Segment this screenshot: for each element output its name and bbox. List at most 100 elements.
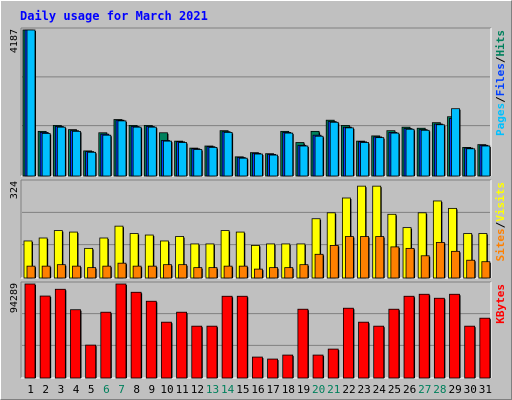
bar-pages-day-14 bbox=[223, 132, 234, 177]
bar-pages-day-2 bbox=[41, 133, 52, 177]
x-tick-label-day-19: 19 bbox=[297, 383, 310, 396]
y-max-label-kbytes: 94289 bbox=[9, 283, 20, 313]
bar-sites-day-23 bbox=[360, 236, 370, 279]
bar-sites-day-4 bbox=[72, 265, 82, 279]
x-tick-label-day-13: 13 bbox=[206, 383, 219, 396]
bar-sites-day-7 bbox=[117, 262, 127, 279]
bar-kbytes-day-29 bbox=[449, 293, 461, 379]
bar-pages-day-1 bbox=[26, 29, 36, 177]
x-tick-label-day-30: 30 bbox=[464, 383, 477, 396]
bar-kbytes-day-2-fill bbox=[39, 295, 51, 379]
bar-kbytes-day-21 bbox=[327, 348, 340, 379]
bar-pages-day-14-fill bbox=[223, 132, 233, 177]
bar-sites-day-15 bbox=[238, 265, 249, 279]
bar-sites-day-19-fill bbox=[299, 264, 309, 279]
bar-sites-day-19 bbox=[299, 264, 309, 279]
bar-kbytes-day-19-fill bbox=[297, 308, 309, 379]
bar-sites-day-9 bbox=[147, 265, 158, 279]
bar-kbytes-day-11 bbox=[176, 311, 188, 379]
bar-sites-day-20-fill bbox=[314, 253, 324, 279]
bar-pages-day-11 bbox=[178, 142, 188, 177]
bar-pages-day-19-fill bbox=[299, 145, 309, 177]
legend-hits-files-pages-hits: Hits bbox=[494, 30, 507, 57]
bar-pages-day-23-fill bbox=[360, 142, 369, 177]
x-tick-label-day-31: 31 bbox=[479, 383, 492, 396]
bar-kbytes-day-29-fill bbox=[449, 293, 460, 379]
bar-sites-day-3-fill bbox=[56, 264, 66, 279]
bar-kbytes-day-18-fill bbox=[282, 354, 294, 379]
bar-pages-day-21-fill bbox=[329, 121, 339, 177]
legend-kbytes: KBytes bbox=[494, 284, 507, 324]
bar-pages-day-8 bbox=[132, 126, 143, 177]
y-max-label-visits: 324 bbox=[9, 181, 20, 199]
bar-sites-day-16-fill bbox=[254, 268, 263, 279]
legend-hits-files-pages-separator: / bbox=[494, 56, 507, 63]
bar-pages-day-21 bbox=[329, 121, 340, 177]
bar-sites-day-23-fill bbox=[360, 236, 369, 279]
legend-hits-files-pages: Pages/Files/Hits bbox=[494, 30, 507, 136]
bar-sites-day-6-fill bbox=[102, 265, 112, 279]
x-tick-label-day-14: 14 bbox=[221, 383, 235, 396]
bar-kbytes-day-13-fill bbox=[206, 325, 218, 379]
bar-kbytes-day-22 bbox=[342, 307, 355, 379]
bar-pages-day-1-fill bbox=[26, 29, 36, 177]
x-tick-label-day-7: 7 bbox=[118, 383, 125, 396]
bar-kbytes-day-3-fill bbox=[54, 288, 66, 379]
legend-visits-sites-separator: / bbox=[494, 221, 507, 228]
x-tick-label-day-22: 22 bbox=[342, 383, 355, 396]
bar-sites-day-27 bbox=[420, 255, 431, 279]
bar-kbytes-day-25 bbox=[388, 308, 400, 379]
bar-sites-day-3 bbox=[56, 264, 67, 279]
bar-kbytes-day-31 bbox=[479, 317, 491, 379]
bar-kbytes-day-9-fill bbox=[145, 300, 157, 379]
bar-kbytes-day-27-fill bbox=[418, 293, 430, 379]
bar-kbytes-day-7-fill bbox=[115, 283, 127, 379]
bar-kbytes-day-4 bbox=[70, 309, 82, 379]
bar-kbytes-day-14 bbox=[221, 295, 234, 379]
bar-kbytes-day-6-fill bbox=[100, 311, 112, 379]
x-tick-label-day-15: 15 bbox=[236, 383, 249, 396]
bar-kbytes-day-12 bbox=[191, 325, 203, 379]
bar-pages-day-16-fill bbox=[254, 153, 263, 177]
bar-kbytes-day-24-fill bbox=[373, 325, 385, 379]
bar-kbytes-day-28 bbox=[433, 297, 446, 379]
bar-kbytes-day-3 bbox=[54, 288, 67, 379]
bar-sites-day-24-fill bbox=[375, 236, 385, 279]
bar-pages-day-6 bbox=[102, 134, 112, 177]
bar-pages-day-31 bbox=[481, 145, 491, 177]
bar-sites-day-14 bbox=[223, 265, 234, 279]
bar-pages-day-27-fill bbox=[420, 129, 430, 177]
bar-kbytes-day-15-fill bbox=[236, 295, 248, 379]
bar-pages-day-4-fill bbox=[72, 130, 81, 177]
bar-pages-day-7-fill bbox=[117, 120, 127, 177]
bar-sites-day-22 bbox=[344, 236, 355, 279]
bar-pages-day-5 bbox=[87, 151, 97, 177]
x-tick-label-day-26: 26 bbox=[403, 383, 416, 396]
chart-title: Daily usage for March 2021 bbox=[20, 9, 208, 23]
x-tick-label-day-29: 29 bbox=[448, 383, 461, 396]
legend-hits-files-pages-files: Files bbox=[494, 63, 507, 96]
bar-kbytes-day-17-fill bbox=[267, 358, 278, 379]
bar-kbytes-day-28-fill bbox=[433, 297, 445, 379]
bar-pages-day-7 bbox=[117, 120, 127, 177]
bar-kbytes-day-7 bbox=[115, 283, 127, 379]
bar-sites-day-13 bbox=[208, 267, 218, 279]
x-tick-label-day-12: 12 bbox=[191, 383, 204, 396]
bar-sites-day-9-fill bbox=[147, 265, 157, 279]
y-max-label-hits: 4187 bbox=[9, 29, 20, 53]
bar-kbytes-day-1-fill bbox=[24, 283, 36, 379]
bar-pages-day-12 bbox=[193, 149, 203, 177]
bar-pages-day-10 bbox=[163, 140, 173, 177]
bar-sites-day-26 bbox=[405, 247, 416, 279]
bar-sites-day-1-fill bbox=[26, 265, 36, 279]
bar-sites-day-1 bbox=[26, 265, 36, 279]
x-tick-label-day-25: 25 bbox=[388, 383, 401, 396]
bar-kbytes-day-1 bbox=[24, 283, 36, 379]
bar-sites-day-31 bbox=[481, 261, 491, 279]
bar-kbytes-day-16 bbox=[252, 356, 264, 379]
legend-hits-files-pages-pages: Pages bbox=[494, 103, 507, 136]
bar-pages-day-6-fill bbox=[102, 134, 112, 177]
bar-kbytes-day-6 bbox=[100, 311, 112, 379]
bar-pages-day-13 bbox=[208, 147, 218, 177]
